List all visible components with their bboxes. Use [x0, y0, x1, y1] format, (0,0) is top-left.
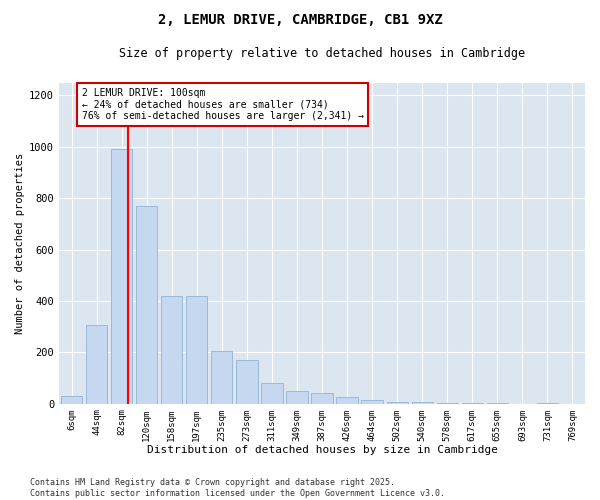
Bar: [86, 326, 107, 404]
Bar: [412, 402, 433, 404]
Bar: [311, 394, 332, 404]
Text: 2 LEMUR DRIVE: 100sqm
← 24% of detached houses are smaller (734)
76% of semi-det: 2 LEMUR DRIVE: 100sqm ← 24% of detached …: [82, 88, 364, 121]
Text: Contains HM Land Registry data © Crown copyright and database right 2025.
Contai: Contains HM Land Registry data © Crown c…: [30, 478, 445, 498]
Bar: [361, 400, 383, 404]
Bar: [437, 403, 458, 404]
Bar: [111, 150, 132, 404]
Title: Size of property relative to detached houses in Cambridge: Size of property relative to detached ho…: [119, 48, 525, 60]
Text: 2, LEMUR DRIVE, CAMBRIDGE, CB1 9XZ: 2, LEMUR DRIVE, CAMBRIDGE, CB1 9XZ: [158, 12, 442, 26]
X-axis label: Distribution of detached houses by size in Cambridge: Distribution of detached houses by size …: [146, 445, 497, 455]
Bar: [211, 351, 232, 404]
Bar: [337, 398, 358, 404]
Bar: [61, 396, 82, 404]
Bar: [286, 391, 308, 404]
Bar: [461, 403, 483, 404]
Bar: [386, 402, 408, 404]
Bar: [136, 206, 157, 404]
Bar: [261, 383, 283, 404]
Bar: [236, 360, 257, 404]
Y-axis label: Number of detached properties: Number of detached properties: [15, 152, 25, 334]
Bar: [186, 296, 208, 404]
Bar: [161, 296, 182, 404]
